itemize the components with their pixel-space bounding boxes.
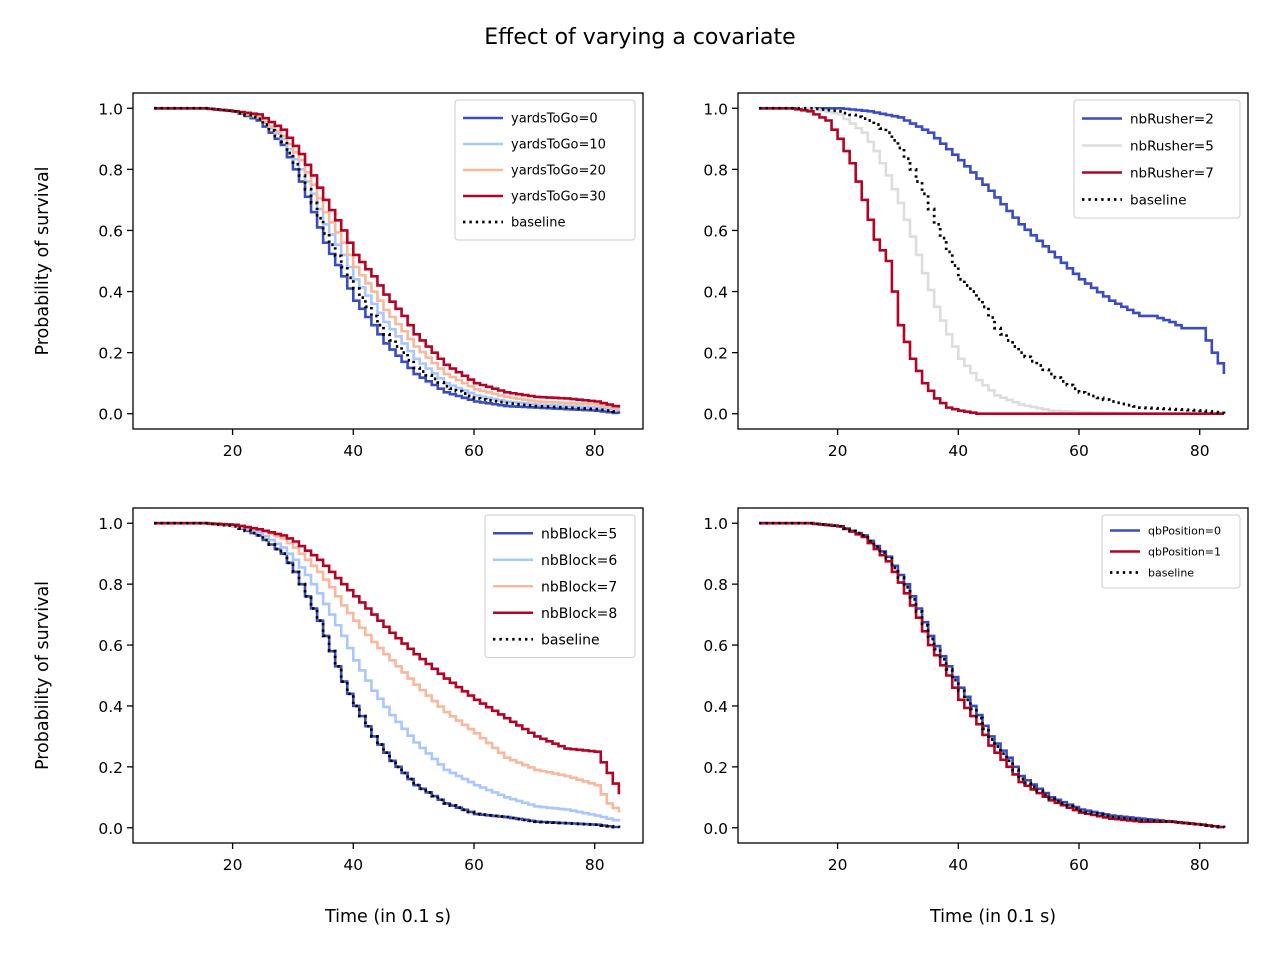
y-tick-label: 0.2 xyxy=(98,345,123,363)
y-axis-label: Probability of survival xyxy=(33,581,53,770)
y-tick-label: 0.0 xyxy=(703,406,728,424)
chart-panel-4: 20 40 60 80 0.0 0.2 0.4 0.6 0.8 1.0 Time (in 0.1 s… xyxy=(703,507,1249,927)
x-tick-label: 60 xyxy=(464,442,484,460)
y-tick-label: 0.2 xyxy=(703,345,728,363)
legend-label: baseline xyxy=(541,632,600,648)
legend: qbPosition=0 qbPosition=1 baseline xyxy=(1101,514,1241,589)
legend-label: qbPosition=0 xyxy=(1148,524,1221,537)
series-line-baseline xyxy=(759,106,1226,415)
y-tick-label: 1.0 xyxy=(98,100,123,118)
x-tick-label: 40 xyxy=(343,442,363,460)
y-tick-label: 0.8 xyxy=(98,576,123,594)
y-tick-label: 0.4 xyxy=(703,284,728,302)
x-axis-label: Time (in 0.1 s) xyxy=(324,907,451,927)
y-tick-label: 0.4 xyxy=(98,284,123,302)
y-tick-label: 0.8 xyxy=(98,161,123,179)
series-line-yardstogo-20 xyxy=(154,106,621,410)
chart-panel-1: 20 40 60 80 0.0 0.2 0.4 0.6 0.8 1.0 Probability of… xyxy=(33,92,644,460)
y-tick-label: 0.8 xyxy=(703,576,728,594)
y-tick-label: 0.4 xyxy=(703,698,728,716)
series-line-nbrusher-7 xyxy=(759,106,1224,416)
series-line-nbrusher-2 xyxy=(759,106,1226,375)
legend-label: baseline xyxy=(511,216,565,231)
series-line-yardstogo-0 xyxy=(154,106,621,415)
y-tick-label: 0.6 xyxy=(98,222,123,240)
x-tick-label: 40 xyxy=(343,856,363,874)
legend-label: yardsToGo=10 xyxy=(511,138,606,153)
series-line-nbblock-6 xyxy=(154,521,621,822)
y-axis-label: Probability of survival xyxy=(33,166,53,355)
legend: nbBlock=5 nbBlock=6 nbBlock=7 nbBlock=8 base… xyxy=(484,514,636,658)
series-line-baseline xyxy=(154,521,621,829)
y-tick-label: 0.4 xyxy=(98,698,123,716)
series-line-yardstogo-30 xyxy=(154,106,621,408)
x-tick-label: 20 xyxy=(828,442,848,460)
legend: yardsToGo=0 yardsToGo=10 yardsToGo=20 yards… xyxy=(454,99,636,241)
y-tick-label: 0.2 xyxy=(703,759,728,777)
legend-label: baseline xyxy=(1130,192,1187,208)
legend-label: nbRusher=7 xyxy=(1130,165,1214,181)
x-axis-label: Time (in 0.1 s) xyxy=(929,907,1056,927)
y-tick-label: 0.6 xyxy=(98,637,123,655)
legend-label: nbRusher=2 xyxy=(1130,111,1214,127)
y-tick-label: 0.0 xyxy=(98,406,123,424)
figure-title: Effect of varying a covariate xyxy=(484,25,795,50)
x-tick-label: 20 xyxy=(828,856,848,874)
series-line-qbposition-1 xyxy=(759,521,1226,829)
y-tick-label: 0.0 xyxy=(703,820,728,838)
y-tick-label: 1.0 xyxy=(703,515,728,533)
x-tick-label: 20 xyxy=(223,856,243,874)
y-tick-label: 0.6 xyxy=(703,637,728,655)
axes-frame xyxy=(737,92,1249,430)
x-tick-label: 80 xyxy=(1190,442,1210,460)
y-tick-label: 1.0 xyxy=(98,515,123,533)
legend-label: yardsToGo=30 xyxy=(511,190,606,205)
x-tick-label: 60 xyxy=(1069,856,1089,874)
axes-frame xyxy=(737,507,1249,844)
legend-label: nbBlock=8 xyxy=(541,606,617,622)
x-tick-label: 40 xyxy=(948,442,968,460)
series-line-nbblock-8 xyxy=(154,521,621,795)
x-tick-label: 20 xyxy=(223,442,243,460)
y-tick-label: 0.6 xyxy=(703,222,728,240)
y-tick-label: 0.8 xyxy=(703,161,728,179)
legend-label: nbBlock=5 xyxy=(541,526,617,542)
legend-label: nbBlock=6 xyxy=(541,553,617,569)
y-tick-label: 1.0 xyxy=(703,100,728,118)
chart-panel-2: 20 40 60 800.00.20.40.60.81.0nbRusher=2nbRu… xyxy=(703,92,1249,460)
x-tick-label: 80 xyxy=(1190,856,1210,874)
x-tick-label: 80 xyxy=(585,442,605,460)
legend-label: nbRusher=5 xyxy=(1130,138,1214,154)
x-tick-label: 80 xyxy=(585,856,605,874)
legend-label: nbBlock=7 xyxy=(541,579,617,595)
x-tick-label: 60 xyxy=(464,856,484,874)
legend-label: baseline xyxy=(1148,566,1194,579)
x-tick-label: 40 xyxy=(948,856,968,874)
legend-label: qbPosition=1 xyxy=(1148,545,1221,558)
legend: nbRusher=2 nbRusher=5 nbRusher=7 baseline xyxy=(1073,99,1241,219)
x-tick-label: 60 xyxy=(1069,442,1089,460)
y-tick-label: 0.0 xyxy=(98,820,123,838)
axes-frame xyxy=(132,92,644,430)
legend-label: yardsToGo=0 xyxy=(511,112,598,127)
axes-frame xyxy=(132,507,644,844)
chart-panel-3: 20 40 60 80 0.0 0.2 0.4 0.6 0.8 1.0 Probability of… xyxy=(33,507,644,927)
legend-label: yardsToGo=20 xyxy=(511,164,606,179)
y-tick-label: 0.2 xyxy=(98,759,123,777)
